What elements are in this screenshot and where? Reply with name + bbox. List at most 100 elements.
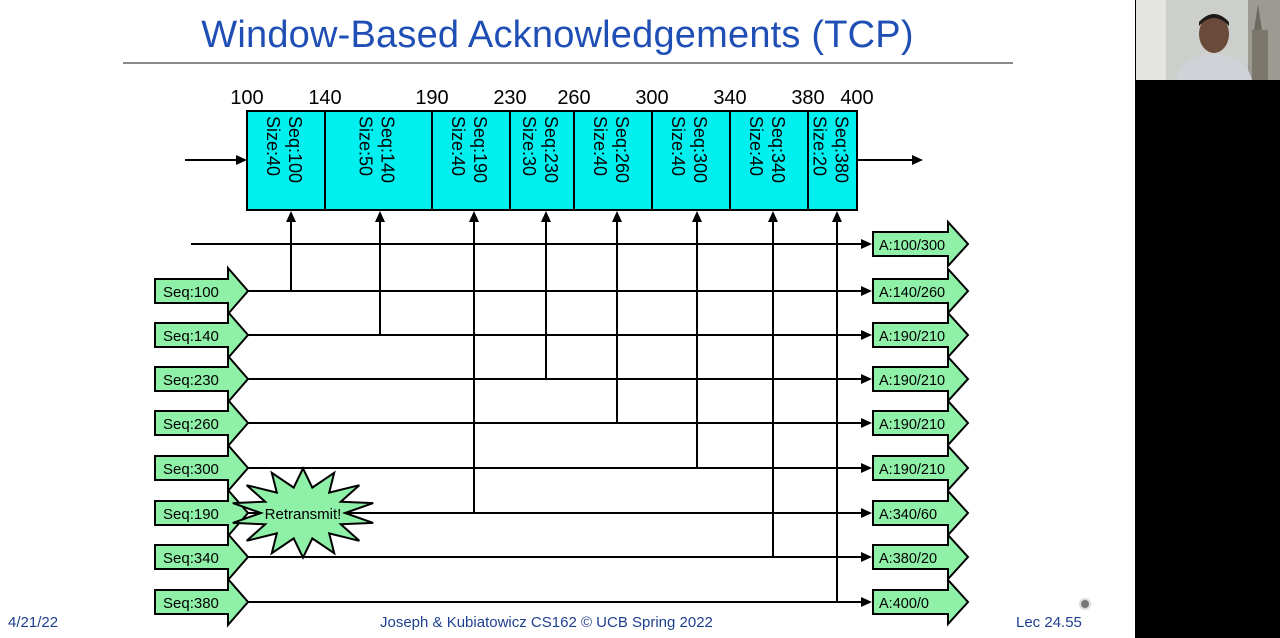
send-packet-label: Seq:340: [163, 550, 219, 567]
ack-packet-label: A:140/260: [879, 285, 945, 301]
arrowhead: [375, 211, 385, 222]
ack-packet-label: A:340/60: [879, 507, 937, 523]
ruler-label: 140: [308, 87, 341, 109]
send-packet-arrow: [154, 576, 250, 628]
send-packets: Seq:100 Seq:140 Seq:230 Seq:260 Seq:300 Seq:1…: [154, 265, 250, 628]
arrowhead: [861, 374, 872, 384]
segment-size-label: Size:40: [668, 116, 688, 176]
arrowhead: [861, 597, 872, 607]
ack-packet-label: A:190/210: [879, 373, 945, 389]
ack-packet-label: A:100/300: [879, 238, 945, 254]
segment-box: [651, 110, 731, 211]
send-packet-label: Seq:230: [163, 372, 219, 389]
arrowhead: [236, 155, 247, 165]
segment-seq-label: Seq:100: [285, 116, 305, 183]
send-packet-label: Seq:300: [163, 461, 219, 478]
arrowhead: [469, 211, 479, 222]
pointer-dot: [1079, 598, 1091, 610]
ack-packet-label: A:380/20: [879, 551, 937, 567]
arrowhead: [692, 211, 702, 222]
segment-seq-label: Seq:300: [690, 116, 710, 183]
segment-size-label: Size:40: [590, 116, 610, 176]
retransmit-label: Retransmit!: [265, 506, 342, 523]
send-packet-label: Seq:100: [163, 284, 219, 301]
send-packet-arrow: [154, 265, 250, 317]
segment-seq-label: Seq:260: [612, 116, 632, 183]
send-packet-arrow: [154, 442, 250, 494]
retransmit-burst-shape: [232, 466, 374, 560]
segment-box: [573, 110, 653, 211]
segment-seq-label: Seq:380: [832, 116, 852, 183]
arrowhead: [832, 211, 842, 222]
segment-size-label: Size:50: [356, 116, 376, 176]
tcp-window-diagram: 100 140 190 230 260 300 340 380 400 Seq:100Size:…: [154, 87, 970, 628]
ack-packet-label: A:190/210: [879, 462, 945, 478]
arrowhead: [912, 155, 923, 165]
video-sidebar: [1135, 0, 1280, 638]
segment-seq-label: Seq:340: [768, 116, 788, 183]
send-packet-arrow: [154, 487, 250, 539]
ruler-label: 230: [493, 87, 526, 109]
arrowhead: [861, 552, 872, 562]
arrowhead: [861, 330, 872, 340]
segment-box: [324, 110, 433, 211]
ack-packet-arrow: [872, 310, 970, 360]
footer-date: 4/21/22: [8, 614, 59, 631]
ruler-label: 300: [635, 87, 668, 109]
segment-seq-label: Seq:230: [541, 116, 561, 183]
ack-packet-arrow: [872, 488, 970, 538]
ruler-label: 190: [415, 87, 448, 109]
segment-size-label: Size:40: [448, 116, 468, 176]
arrowhead: [861, 508, 872, 518]
ruler-label: 340: [713, 87, 746, 109]
retransmit-burst: Retransmit!: [232, 466, 374, 560]
send-packet-label: Seq:380: [163, 595, 219, 612]
title-rule: [123, 62, 1013, 64]
arrowhead: [768, 211, 778, 222]
ack-packet-arrow: [872, 219, 970, 269]
arrowhead: [612, 211, 622, 222]
slide: Window-Based Acknowledgements (TCP) 100 1…: [8, 14, 1091, 631]
ack-packet-arrow: [872, 532, 970, 582]
ack-packet-arrow: [872, 443, 970, 493]
segment-box: [807, 110, 858, 211]
arrowhead: [286, 211, 296, 222]
ack-packet-arrow: [872, 577, 970, 627]
segment-size-label: Size:20: [810, 116, 830, 176]
ruler-label: 380: [791, 87, 824, 109]
send-packet-arrow: [154, 397, 250, 449]
ruler-label: 260: [557, 87, 590, 109]
arrowhead: [861, 286, 872, 296]
send-packet-arrow: [154, 353, 250, 405]
segment-size-label: Size:30: [519, 116, 539, 176]
webcam-thumbnail: [1136, 0, 1280, 80]
ack-packet-label: A:190/210: [879, 417, 945, 433]
segment-seq-label: Seq:140: [378, 116, 398, 183]
arrowhead: [541, 211, 551, 222]
send-packet-arrow: [154, 531, 250, 583]
ack-packets: A:100/300 A:140/260 A:190/210 A:190/210 A:19…: [872, 219, 970, 627]
sequence-ruler: 100 140 190 230 260 300 340 380 400: [230, 87, 873, 109]
segment-size-label: Size:40: [263, 116, 283, 176]
slide-title: Window-Based Acknowledgements (TCP): [201, 14, 914, 56]
ack-packet-label: A:400/0: [879, 596, 929, 612]
ack-packet-label: A:190/210: [879, 329, 945, 345]
send-packet-label: Seq:140: [163, 328, 219, 345]
arrowhead: [861, 239, 872, 249]
send-packet-label: Seq:190: [163, 506, 219, 523]
segment-box: [729, 110, 809, 211]
footer-lecture-number: Lec 24.55: [1016, 614, 1082, 631]
segment-box: [431, 110, 511, 211]
ack-packet-arrow: [872, 354, 970, 404]
ruler-label: 100: [230, 87, 263, 109]
segment-box: [509, 110, 575, 211]
segment-seq-label: Seq:190: [470, 116, 490, 183]
ack-packet-arrow: [872, 266, 970, 316]
ruler-label: 400: [840, 87, 873, 109]
arrowhead: [861, 418, 872, 428]
send-packet-arrow: [154, 309, 250, 361]
footer-course: Joseph & Kubiatowicz CS162 © UCB Spring …: [380, 614, 713, 631]
ack-packet-arrow: [872, 398, 970, 448]
send-packet-label: Seq:260: [163, 416, 219, 433]
